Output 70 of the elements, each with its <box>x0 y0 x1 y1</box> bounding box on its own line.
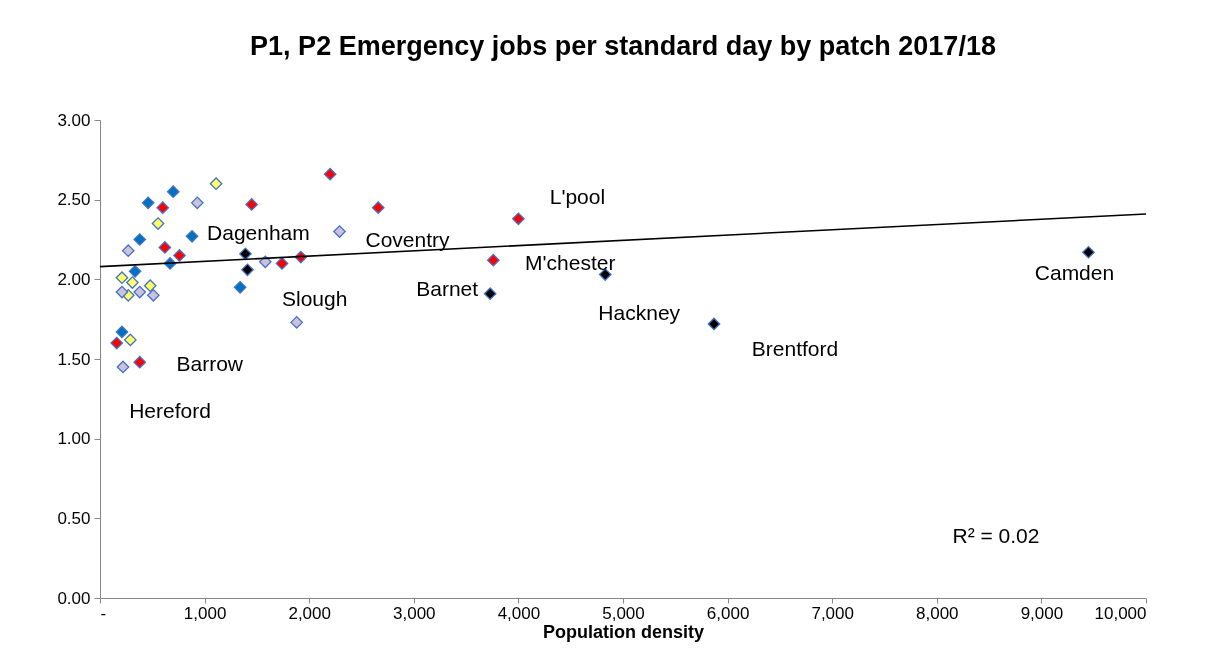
point <box>190 196 204 210</box>
point <box>133 285 147 299</box>
point <box>290 316 303 329</box>
point <box>133 233 147 246</box>
point <box>486 253 500 267</box>
point <box>166 185 180 199</box>
point <box>512 212 525 226</box>
point <box>121 244 135 257</box>
y-tick-label: 1.50 <box>57 349 91 369</box>
x-tick-label: 4,000 <box>497 603 541 623</box>
y-tick-label: 3.00 <box>57 110 91 130</box>
point <box>151 217 165 230</box>
x-tick-label: 5,000 <box>602 603 645 623</box>
point <box>245 198 259 211</box>
point <box>239 247 252 261</box>
point <box>258 255 272 269</box>
annotation: Hereford <box>129 398 211 422</box>
point <box>323 167 337 181</box>
annotation: M'chester <box>525 251 616 275</box>
point <box>143 279 157 293</box>
x-tick-label: - <box>100 603 107 623</box>
annotation: Camden <box>1034 261 1115 285</box>
point <box>483 287 497 301</box>
point <box>158 241 172 254</box>
point <box>115 285 129 299</box>
point <box>209 177 223 191</box>
y-tick-label: 0.00 <box>57 588 91 608</box>
x-tick-label: 10,000 <box>1094 603 1147 623</box>
x-tick-label: 8,000 <box>916 603 959 623</box>
y-tick-label: 0.50 <box>57 508 91 528</box>
point <box>147 288 160 302</box>
y-tick-label: 2.00 <box>57 269 91 289</box>
point <box>116 360 130 374</box>
point <box>173 249 186 262</box>
x-tick-label: 2,000 <box>288 603 331 623</box>
annotation: Slough <box>281 287 348 311</box>
annotation: Coventry <box>365 227 451 251</box>
x-axis-title: Population density <box>542 621 705 642</box>
point <box>133 355 147 369</box>
x-tick-label: 7,000 <box>811 603 854 623</box>
point <box>110 336 124 350</box>
point <box>126 276 139 289</box>
point <box>185 229 199 243</box>
annotation: L'pool <box>549 184 606 208</box>
x-tick-label: 9,000 <box>1020 603 1064 623</box>
point <box>141 196 155 210</box>
annotation: Barrow <box>176 352 244 376</box>
point <box>241 263 254 277</box>
annotation: Brentford <box>751 336 839 360</box>
annotation: R² = 0.02 <box>952 524 1040 547</box>
y-tick-label: 2.50 <box>57 190 91 210</box>
point <box>275 257 289 270</box>
point <box>333 225 346 238</box>
y-tick-label: 1.00 <box>57 429 91 449</box>
point <box>115 325 129 339</box>
annotation: Hackney <box>598 300 681 324</box>
point <box>128 265 142 278</box>
point <box>1082 245 1095 259</box>
x-tick-label: 6,000 <box>706 603 750 623</box>
point <box>371 201 385 214</box>
x-tick-label: 3,000 <box>393 603 436 623</box>
annotation: Barnet <box>416 276 479 300</box>
point <box>123 333 137 347</box>
point <box>115 271 129 285</box>
x-tick-label: 1,000 <box>183 603 227 623</box>
point <box>233 280 247 294</box>
point <box>707 317 721 331</box>
chart-title: P1, P2 Emergency jobs per standard day by patch 2017/18 <box>250 31 996 61</box>
point <box>156 201 170 214</box>
annotation: Dagenham <box>207 220 310 244</box>
